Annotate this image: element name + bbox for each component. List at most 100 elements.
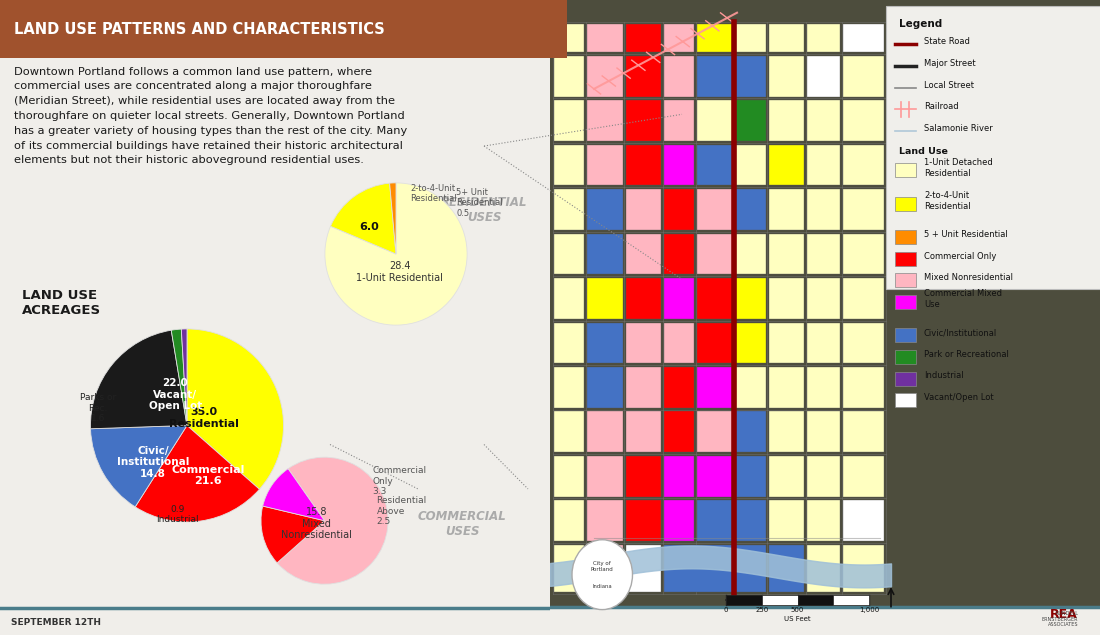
Text: Commercial
Only
3.3: Commercial Only 3.3 <box>372 467 427 496</box>
Text: City of
Portland: City of Portland <box>591 561 614 572</box>
Text: RUNDELL
ERNSTBERGER
ASSOCIATES: RUNDELL ERNSTBERGER ASSOCIATES <box>1042 611 1078 627</box>
Bar <box>844 456 884 497</box>
Wedge shape <box>90 330 187 429</box>
Bar <box>895 197 915 211</box>
Bar <box>807 545 840 592</box>
Bar <box>736 145 766 185</box>
Wedge shape <box>277 457 388 584</box>
Bar <box>736 278 766 319</box>
Text: 250: 250 <box>755 606 769 613</box>
FancyBboxPatch shape <box>886 6 1100 289</box>
Bar <box>626 24 661 52</box>
Text: LAND USE
ACREAGES: LAND USE ACREAGES <box>22 289 101 317</box>
Wedge shape <box>187 329 284 489</box>
Text: Commercial Mixed
Use: Commercial Mixed Use <box>924 290 1002 309</box>
Bar <box>844 367 884 408</box>
Bar <box>769 411 804 452</box>
Wedge shape <box>172 329 187 425</box>
Text: Legend: Legend <box>900 19 943 29</box>
Bar <box>736 189 766 230</box>
Bar <box>844 323 884 363</box>
Text: Park or Recreational: Park or Recreational <box>924 350 1009 359</box>
Bar <box>769 456 804 497</box>
Bar <box>626 500 661 541</box>
Text: Local Street: Local Street <box>924 81 974 90</box>
Bar <box>769 323 804 363</box>
Bar <box>587 367 623 408</box>
Text: State Road: State Road <box>924 37 970 46</box>
Text: REA: REA <box>1050 608 1078 621</box>
Wedge shape <box>324 183 468 325</box>
Bar <box>554 234 584 274</box>
Bar <box>664 100 694 141</box>
Bar <box>587 189 623 230</box>
Bar <box>587 234 623 274</box>
Bar <box>587 456 623 497</box>
Wedge shape <box>330 183 396 254</box>
Bar <box>844 100 884 141</box>
Wedge shape <box>90 425 187 507</box>
Bar <box>736 323 766 363</box>
Text: 5 + Unit Residential: 5 + Unit Residential <box>924 230 1008 239</box>
Bar <box>554 456 584 497</box>
Bar <box>844 545 884 592</box>
Bar <box>844 234 884 274</box>
Bar <box>697 411 733 452</box>
Bar <box>769 145 804 185</box>
Bar <box>895 350 915 364</box>
Bar <box>844 411 884 452</box>
Bar <box>736 411 766 452</box>
Bar <box>697 500 733 541</box>
Bar <box>626 234 661 274</box>
Bar <box>834 595 869 605</box>
Bar <box>895 230 915 244</box>
Bar <box>664 323 694 363</box>
Bar <box>697 145 733 185</box>
Text: Vacant/Open Lot: Vacant/Open Lot <box>924 393 993 402</box>
Bar <box>895 393 915 407</box>
Bar <box>895 251 915 265</box>
Bar <box>697 234 733 274</box>
Text: 1,000: 1,000 <box>859 606 879 613</box>
Bar <box>626 145 661 185</box>
Bar <box>844 189 884 230</box>
Text: Civic/Institutional: Civic/Institutional <box>924 328 998 337</box>
Bar <box>587 24 623 52</box>
Bar <box>807 56 840 97</box>
Bar <box>807 234 840 274</box>
Bar <box>807 189 840 230</box>
Bar <box>626 278 661 319</box>
FancyBboxPatch shape <box>0 0 550 58</box>
Text: 500: 500 <box>791 606 804 613</box>
Bar <box>769 545 804 592</box>
Text: 1-Unit Detached
Residential: 1-Unit Detached Residential <box>924 157 992 178</box>
Bar <box>664 367 694 408</box>
Bar <box>807 367 840 408</box>
Bar <box>769 234 804 274</box>
Text: Railroad: Railroad <box>924 102 958 111</box>
Text: Land Use: Land Use <box>900 147 948 156</box>
Bar <box>554 500 584 541</box>
Bar <box>626 189 661 230</box>
Bar <box>587 145 623 185</box>
Bar <box>697 278 733 319</box>
Bar <box>697 56 733 97</box>
Bar <box>844 24 884 52</box>
Bar <box>769 100 804 141</box>
Bar <box>697 189 733 230</box>
Bar <box>554 278 584 319</box>
Bar <box>554 100 584 141</box>
Bar <box>769 367 804 408</box>
Bar <box>554 24 584 52</box>
Bar <box>807 456 840 497</box>
Wedge shape <box>389 183 396 254</box>
Bar <box>587 323 623 363</box>
Bar <box>626 56 661 97</box>
Text: Residential
Above
2.5: Residential Above 2.5 <box>376 497 427 526</box>
Bar <box>736 545 766 592</box>
Bar <box>626 411 661 452</box>
Bar <box>736 24 766 52</box>
Text: LAND USE PATTERNS AND CHARACTERISTICS: LAND USE PATTERNS AND CHARACTERISTICS <box>13 22 385 37</box>
Bar <box>664 145 694 185</box>
Bar <box>587 500 623 541</box>
